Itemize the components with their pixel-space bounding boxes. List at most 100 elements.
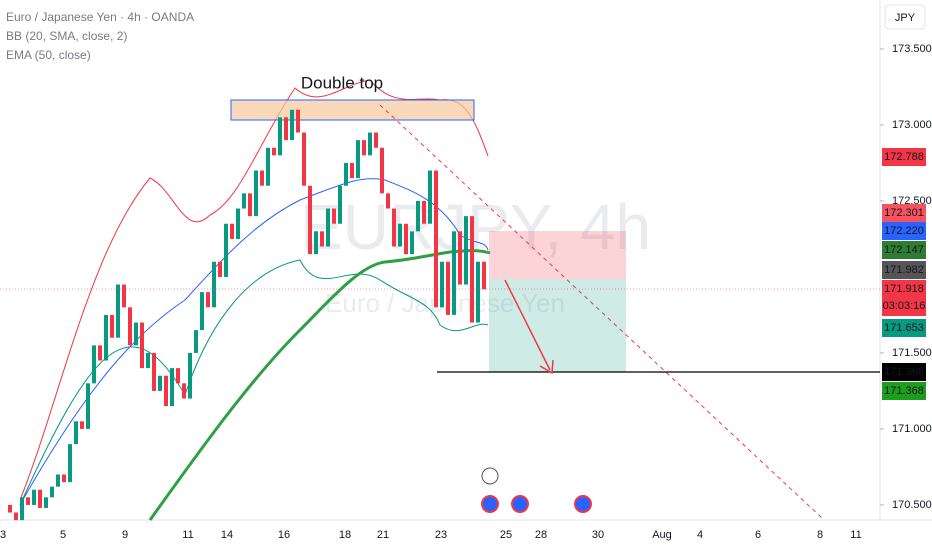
x-tick-label: 8 xyxy=(817,529,823,541)
candle xyxy=(188,352,192,399)
x-tick-label: 11 xyxy=(850,529,861,541)
price-tag-label: 171.918 xyxy=(884,283,924,295)
price-tag xyxy=(882,148,926,166)
candle xyxy=(158,375,162,391)
candle xyxy=(296,109,300,133)
price-tag-label: 171.982 xyxy=(884,264,924,276)
candle xyxy=(272,147,276,156)
candle xyxy=(368,132,372,156)
x-tick-label: 25 xyxy=(500,529,512,541)
candle xyxy=(152,352,156,391)
candle xyxy=(314,231,318,255)
event-icons xyxy=(481,467,592,513)
indicator-label: BB (20, SMA, close, 2) xyxy=(6,29,127,43)
y-tick-label: 172.500 xyxy=(892,195,932,207)
candle xyxy=(470,216,474,323)
price-tag xyxy=(882,363,926,381)
candle xyxy=(236,208,240,239)
x-tick-label: 28 xyxy=(535,529,547,541)
candle xyxy=(410,231,414,255)
double-top-zone xyxy=(230,99,475,121)
candle xyxy=(332,208,336,224)
x-tick-label: 6 xyxy=(755,529,761,541)
candle xyxy=(260,170,264,186)
price-tag-label: 172.788 xyxy=(884,151,924,163)
x-tick-label: 21 xyxy=(377,529,389,541)
candle xyxy=(290,109,294,141)
candle xyxy=(38,489,42,508)
y-tick-label: 173.500 xyxy=(892,43,932,55)
candle xyxy=(164,375,168,407)
candle xyxy=(26,497,30,505)
price-tag xyxy=(882,382,926,400)
candle xyxy=(452,231,456,315)
candle xyxy=(212,261,216,308)
event-icon xyxy=(481,467,499,485)
candle xyxy=(284,117,288,141)
candle xyxy=(446,261,450,315)
y-tick-label: 171.500 xyxy=(892,347,932,359)
candle xyxy=(122,284,126,308)
currency-box[interactable] xyxy=(884,4,926,30)
target-zone xyxy=(489,279,626,372)
x-tick-label: 4 xyxy=(697,529,703,541)
symbol-title: Euro / Japanese Yen · 4h · OANDA xyxy=(6,10,194,24)
price-tag-timer: 03:03:16 xyxy=(883,300,926,312)
currency[interactable]: JPY xyxy=(895,12,916,24)
price-tag-label: 172.220 xyxy=(884,225,924,237)
price-tag xyxy=(882,319,926,337)
y-tick-label: 170.500 xyxy=(892,499,932,511)
candle xyxy=(308,185,312,255)
candle xyxy=(338,185,342,224)
x-tick-label: 30 xyxy=(592,529,604,541)
x-tick-label: 18 xyxy=(339,529,351,541)
price-tag xyxy=(882,280,926,316)
candle xyxy=(374,132,378,148)
candle xyxy=(176,368,180,384)
candle xyxy=(128,307,132,346)
candle xyxy=(392,208,396,247)
candle xyxy=(116,284,120,338)
candle xyxy=(206,292,210,308)
candle xyxy=(458,231,462,285)
candle xyxy=(14,512,18,521)
candle xyxy=(62,474,66,483)
candle xyxy=(344,162,348,186)
annotation: Double top xyxy=(301,73,383,92)
watermark: Euro / Japanese Yen xyxy=(325,288,565,318)
candle xyxy=(302,132,306,186)
candle xyxy=(320,231,324,247)
candle xyxy=(110,314,114,338)
price-tag xyxy=(882,241,926,259)
x-tick-label: Aug xyxy=(652,529,672,541)
candle xyxy=(464,216,468,285)
candle xyxy=(170,368,174,407)
candle xyxy=(20,497,24,521)
event-icon xyxy=(574,495,592,513)
candle xyxy=(404,223,408,255)
bb-lower xyxy=(19,259,489,506)
x-tick-label: 3 xyxy=(0,529,6,541)
candle xyxy=(482,261,486,290)
candle xyxy=(380,147,384,194)
candle xyxy=(266,147,270,186)
candle xyxy=(92,345,96,384)
candle xyxy=(416,200,420,232)
candle xyxy=(434,170,438,308)
x-tick-label: 14 xyxy=(221,529,233,541)
x-tick-label: 16 xyxy=(278,529,290,541)
candle xyxy=(224,223,228,277)
candle xyxy=(398,223,402,247)
bb-basis xyxy=(19,178,489,506)
candle xyxy=(50,486,54,498)
y-tick-label: 173.000 xyxy=(892,119,932,131)
candle xyxy=(146,352,150,369)
candle xyxy=(422,200,426,224)
candle xyxy=(104,314,108,361)
x-tick-label: 9 xyxy=(122,529,128,541)
candle xyxy=(56,474,60,487)
candle xyxy=(68,444,72,483)
indicator-label: EMA (50, close) xyxy=(6,48,91,62)
x-tick-label: 23 xyxy=(435,529,447,541)
